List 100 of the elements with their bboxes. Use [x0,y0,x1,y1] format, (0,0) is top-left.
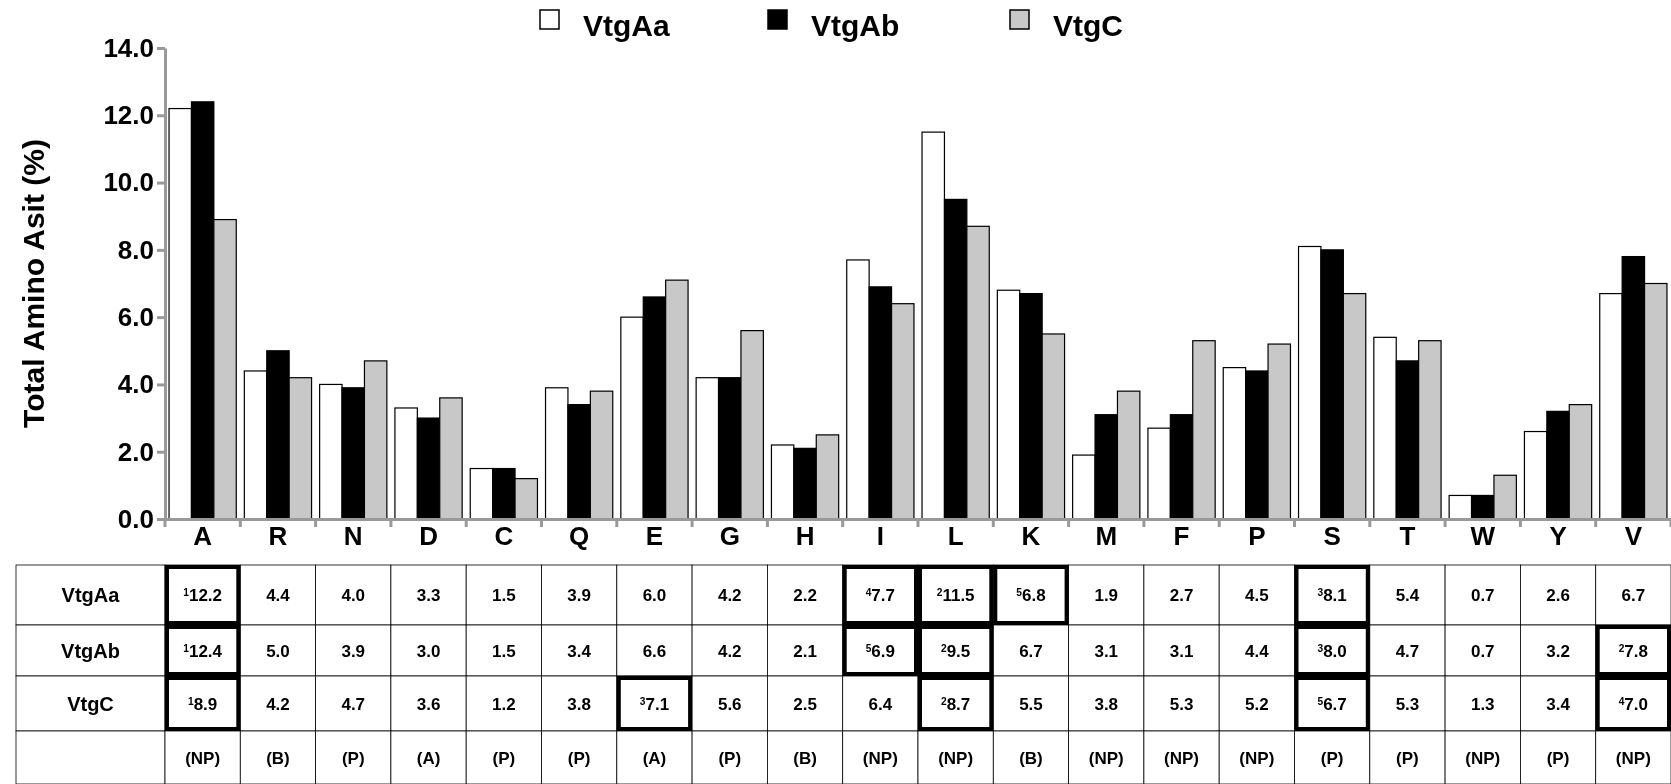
text: (P) [1396,748,1419,768]
data-label: 4.7 [1395,641,1420,661]
x-tick-label: Q [569,521,590,552]
text: (NP) [862,748,898,768]
x-tick-label: Y [1549,521,1567,552]
y-tick-label: 2.0 [117,436,154,467]
text: (P) [492,748,516,768]
data-label: 4.2 [717,641,742,661]
data-label: 5.4 [1395,586,1420,605]
data-label: 5.2 [1245,694,1269,714]
data-label: $^{1}$8.9 [187,694,218,714]
text: (A) [642,748,667,768]
x-tick-label: T [1399,521,1416,552]
x-tick-label: S [1323,521,1341,552]
data-label: 1.5 [492,586,516,605]
data-label: 4.2 [266,694,290,714]
text: (B) [793,748,817,768]
data-label: $^{5}$6.7 [1317,694,1347,714]
data-label: 3.9 [341,641,366,661]
data-label: 0.7 [1470,641,1495,661]
x-tick-label: C [494,521,514,552]
data-label: 3.4 [1546,694,1571,714]
data-label: 5.5 [1019,694,1043,714]
data-label: 6.6 [642,641,667,661]
text: (NP) [1465,748,1501,768]
data-label: 1.3 [1470,694,1495,714]
data-label: 5.6 [717,694,742,714]
text: VtgAa [61,584,120,606]
data-label: 3.1 [1169,641,1194,661]
data-label: 3.8 [567,694,591,714]
data-label: 3.0 [416,641,441,661]
data-label: 4.5 [1245,586,1269,605]
x-tick-label: W [1470,521,1496,552]
data-label: 2.6 [1546,586,1570,605]
y-tick-label: 14.0 [103,32,154,63]
data-label: 5.3 [1169,694,1194,714]
y-tick-label: 6.0 [117,301,154,332]
x-tick-label: G [719,521,740,552]
y-tick-label: 10.0 [103,167,154,198]
data-label: $^{4}$7.7 [865,586,896,605]
text: (A) [416,748,441,768]
data-label: 1.5 [492,641,516,661]
y-tick-label: 4.0 [117,369,154,400]
text: (P) [1320,748,1344,768]
data-label: $^{2}$9.5 [940,641,971,661]
x-tick-label: P [1248,521,1266,552]
text: (B) [1019,748,1043,768]
data-label: $^{2}$8.7 [940,694,971,714]
text: VtgC [67,692,114,715]
data-label: 2.7 [1169,586,1194,605]
data-label: 5.3 [1395,694,1420,714]
data-label: 2.1 [793,641,817,661]
y-tick-label: 12.0 [103,100,154,131]
text: (NP) [1615,748,1651,768]
text: (NP) [185,748,221,768]
x-tick-label: A [193,521,213,552]
x-tick-label: H [795,521,815,552]
x-tick-label: E [645,521,664,552]
data-label: $^{1}$12.2 [183,586,223,605]
data-label: 2.2 [793,586,817,605]
data-label: $^{4}$7.0 [1618,694,1649,714]
data-label: 4.0 [341,586,366,605]
y-tick-label: 0.0 [117,503,154,534]
data-label: $^{5}$6.8 [1016,586,1046,605]
data-label: 1.9 [1094,586,1119,605]
x-tick-label: F [1173,521,1190,552]
data-label: 6.4 [868,694,893,714]
y-axis-title: Total Amino Asit (%) [17,139,50,428]
data-label: 3.6 [416,694,441,714]
text: (P) [718,748,742,768]
text: (B) [266,748,290,768]
text: (P) [341,748,365,768]
text: (P) [1546,748,1570,768]
data-label: 6.7 [1019,641,1043,661]
legend-label: VtgC [1053,9,1123,42]
data-label: $^{2}$7.8 [1618,641,1649,661]
x-tick-label: D [419,521,438,552]
x-tick-label: K [1021,521,1041,552]
text: VtgAb [61,639,120,662]
data-label: 3.2 [1546,641,1570,661]
data-label: 3.1 [1094,641,1119,661]
data-label: $^{3}$8.0 [1317,641,1347,661]
data-label: 6.0 [642,586,667,605]
data-label: 4.4 [1245,641,1270,661]
data-label: 2.5 [793,694,817,714]
data-label: 3.3 [416,586,441,605]
x-tick-label: V [1624,521,1643,552]
text: (P) [567,748,591,768]
data-label: 5.0 [266,641,290,661]
data-label: 0.7 [1470,586,1495,605]
data-label: 4.4 [266,586,291,605]
text: (NP) [1088,748,1124,768]
data-label: 4.2 [717,586,742,605]
legend-label: VtgAa [583,9,670,42]
y-tick-label: 8.0 [117,234,154,265]
data-label: $^{3}$8.1 [1317,586,1347,605]
data-label: 3.9 [567,586,591,605]
data-label: 1.2 [492,694,516,714]
data-label: $^{2}$11.5 [936,586,975,605]
text: (NP) [1239,748,1275,768]
